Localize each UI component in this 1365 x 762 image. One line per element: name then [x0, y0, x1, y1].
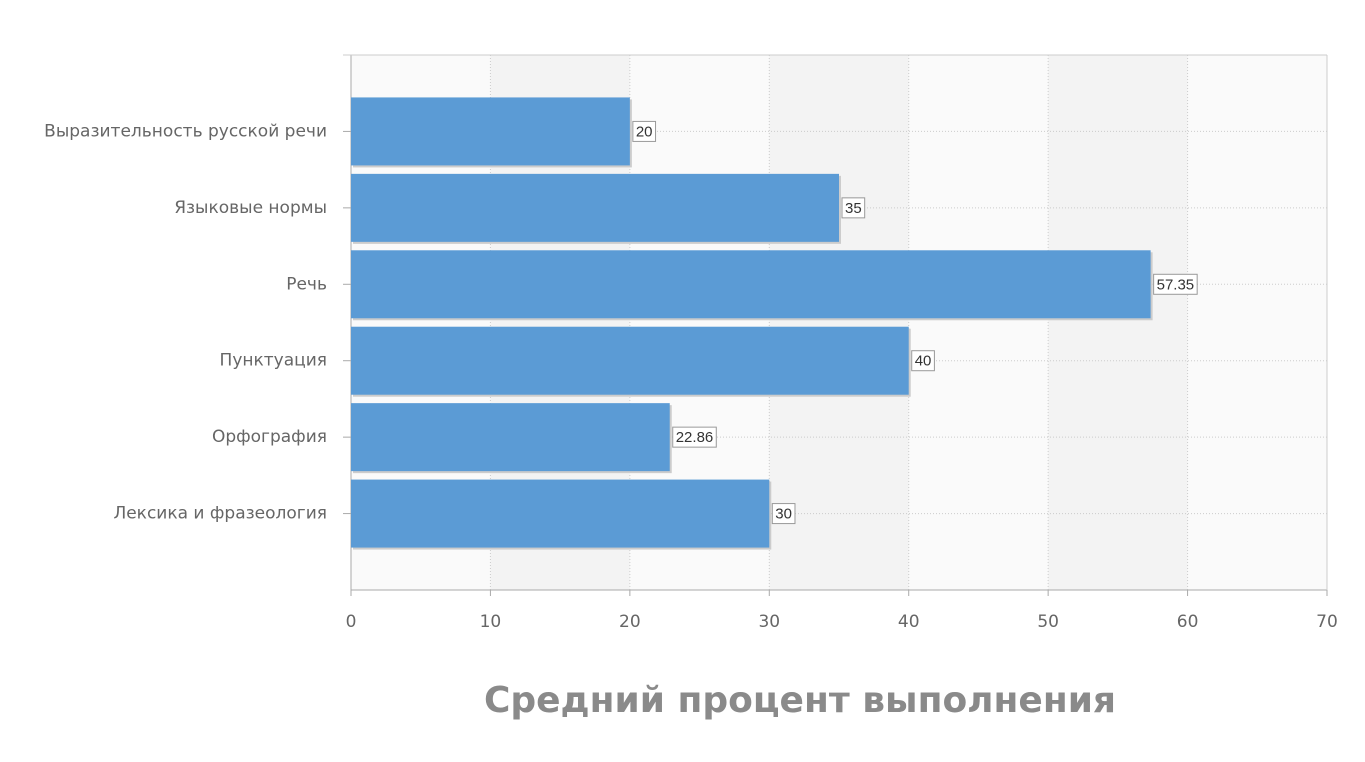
- x-tick-label: 30: [758, 612, 780, 632]
- y-tick-label: Лексика и фразеология: [113, 504, 327, 524]
- bar: [351, 326, 909, 395]
- bar: [351, 97, 630, 166]
- plot-band: [769, 55, 909, 590]
- value-label: 30: [775, 506, 792, 523]
- value-label: 40: [915, 353, 932, 370]
- value-label-box: [632, 120, 657, 142]
- y-tick-label: Выразительность русской речи: [44, 121, 327, 141]
- x-tick-label: 10: [480, 612, 502, 632]
- x-tick-label: 40: [898, 612, 920, 632]
- value-label: 57.35: [1157, 276, 1195, 293]
- x-tick-label: 50: [1037, 612, 1059, 632]
- value-label: 20: [636, 123, 653, 140]
- value-label-box: [672, 426, 717, 448]
- chart-title: Средний процент выполнения: [484, 680, 1116, 721]
- value-label: 35: [845, 200, 862, 217]
- value-label-box: [841, 197, 866, 219]
- bar: [351, 173, 839, 242]
- x-tick-label: 60: [1177, 612, 1199, 632]
- x-tick-label: 20: [619, 612, 641, 632]
- y-tick-label: Языковые нормы: [174, 198, 327, 218]
- bar: [351, 250, 1151, 319]
- plot-band: [1048, 55, 1188, 590]
- y-tick-label: Пунктуация: [220, 351, 327, 371]
- value-label: 22.86: [676, 429, 714, 446]
- x-tick-label: 0: [346, 612, 357, 632]
- value-label-box: [1153, 273, 1198, 295]
- y-tick-label: Речь: [286, 274, 327, 294]
- bar: [351, 403, 670, 472]
- bar: [351, 479, 770, 548]
- y-tick-label: Орфография: [212, 427, 327, 447]
- value-label-box: [771, 503, 796, 525]
- x-tick-label: 70: [1316, 612, 1338, 632]
- value-label-box: [911, 350, 935, 372]
